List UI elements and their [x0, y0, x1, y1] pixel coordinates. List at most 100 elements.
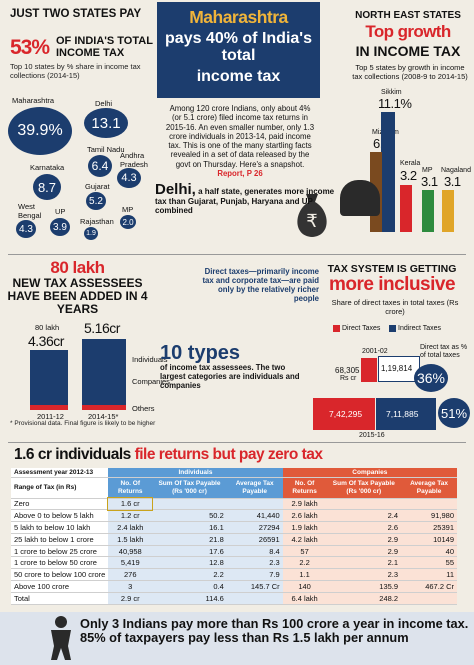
row-value-cell: 1.1 [282, 568, 327, 582]
table-row: Total 2.9 cr 114.6 6.4 lakh 248.2 [11, 592, 457, 605]
col-range: Range of Tax (in Rs) [11, 477, 109, 499]
svg-text:₹: ₹ [306, 211, 317, 232]
growth-value-kerala: 3.2 [400, 168, 417, 183]
legend-direct-swatch [333, 325, 340, 332]
table-header-row: Range of Tax (in Rs) No. Of Returns Sum … [11, 477, 457, 499]
year-2011-label: 2011-12 [37, 412, 64, 421]
table-row: Above 100 crore 3 0.4 145.7 Cr 140 135.9 467.2… [11, 580, 457, 593]
footer-line-2: 85% of taxpayers pay less than Rs 1.5 la… [80, 630, 409, 645]
direct-2001-unit: Rs cr [340, 375, 357, 382]
row-value-cell: 0.4 [152, 580, 227, 593]
direct-2015-value: 7,42,295 [329, 409, 363, 419]
row-value-cell: 248.2 [326, 592, 402, 605]
row-range-cell: Zero [11, 498, 109, 511]
report-reference: Report, P 26 [217, 169, 263, 179]
growth-value-nagaland: 3.1 [444, 174, 461, 189]
row-value-cell: 8.4 [226, 545, 283, 558]
state-label-mp: MP [122, 205, 134, 214]
row-value-cell: 140 [282, 580, 327, 593]
state-bubble-andhra-pradesh: 4.3 [117, 168, 141, 188]
row-value-cell: 2.9 [326, 545, 402, 558]
delhi-fact-text: a half state, generates more income tax … [155, 187, 335, 215]
state-label-andhra-pradesh: Andhra Pradesh [120, 151, 148, 169]
row-value-cell: 17.6 [152, 545, 227, 558]
delhi-fact: Delhi, a half state, generates more inco… [155, 182, 340, 216]
col-cmp-returns: No. Of Returns [282, 477, 327, 499]
row-value-cell: 7.9 [226, 568, 283, 582]
headline-box: Maharashtra pays 40% of India's total in… [157, 2, 320, 98]
row-value-cell: 2.6 [326, 521, 402, 534]
share-label: of India's total income tax [56, 35, 153, 59]
headline-title: Maharashtra [189, 7, 288, 27]
row-range-cell: Total [11, 592, 109, 605]
row-value-cell: 2.2 [282, 556, 327, 570]
row-value-cell: 114.6 [152, 592, 227, 605]
top-left-heading: Just two states pay [10, 8, 142, 20]
headline-body: Among 120 crore Indians, only about 4% (… [165, 104, 315, 178]
row-value-cell: 26591 [226, 533, 283, 546]
row-value-cell: 91,980 [401, 509, 457, 523]
row-value-cell: 11 [401, 568, 457, 582]
legend-indirect-swatch [389, 325, 396, 332]
provisional-note: * Provisional data. Final figure is like… [10, 420, 156, 427]
pct-2001-circle: 36% [414, 364, 448, 392]
assessees-bar-2011 [30, 350, 68, 410]
group-individuals: Individuals [108, 468, 283, 478]
growth-label-nagaland: Nagaland [441, 167, 471, 174]
col-ind-avg: Average Tax Payable [226, 477, 283, 499]
headline-panel: Maharashtra pays 40% of India's total in… [157, 0, 320, 262]
footer-banner [0, 612, 474, 665]
table-row: 1 crore to below 50 crore 5,419 12.8 2.3 2.2… [11, 556, 457, 570]
table-row: 5 lakh to below 10 lakh 2.4 lakh 16.1 27294… [11, 521, 457, 534]
increase-label: 80 lakh [35, 323, 60, 332]
indirect-2015-bar [376, 398, 436, 430]
segment-others-label: Others [132, 404, 155, 413]
row-value-cell: 3 [108, 580, 153, 593]
state-label-tamil-nadu: Tamil Nadu [87, 145, 125, 154]
state-label-up: UP [55, 207, 66, 216]
state-bubble-maharashtra: 39.9% [8, 107, 72, 155]
row-value-cell: 25391 [401, 521, 457, 534]
row-value-cell: 276 [108, 568, 153, 582]
person-icon [46, 614, 76, 660]
state-bubble-karnataka: 8.7 [33, 174, 61, 200]
row-value-cell: 12.8 [152, 556, 227, 570]
row-value-cell [401, 498, 457, 511]
section-divider-2 [8, 442, 466, 443]
assessee-types-title: 10 types [160, 342, 241, 364]
top-left-subheading: Top 10 states by % share in income tax c… [10, 62, 141, 80]
row-value-cell [226, 592, 283, 605]
segment-companies-label: Companies [132, 377, 170, 386]
assessee-types: 10 types of income tax assessees. The tw… [160, 343, 310, 390]
group-companies: Companies [282, 468, 457, 478]
state-label-west-bengal: West Bengal [18, 202, 42, 220]
tax-system-title: more inclusive [328, 274, 456, 295]
row-value-cell: 16.1 [152, 521, 227, 534]
row-value-cell: 5,419 [108, 556, 153, 570]
new-assessees-title: 80 lakh [50, 258, 105, 277]
state-label-delhi: Delhi [95, 99, 113, 108]
growth-label-sikkim: Sikkim [381, 89, 402, 96]
direct-taxes-note: Direct taxes—primarily income tax and co… [202, 267, 319, 303]
growth-label-mp: MP [422, 167, 433, 174]
growth-value-mp: 3.1 [421, 174, 438, 189]
assessees-others-2011 [30, 405, 68, 410]
row-value-cell: 2.9 lakh [282, 498, 327, 511]
row-value-cell: 2.1 [326, 556, 402, 570]
row-value-cell: 2.4 [326, 509, 402, 523]
direct-2001-value: 68,305 [335, 366, 360, 375]
row-value-cell: 6.4 lakh [282, 592, 327, 605]
row-range-cell: Above 0 to below 5 lakh [11, 509, 109, 523]
growth-bar-mp [422, 190, 434, 232]
table-row: Above 0 to below 5 lakh 1.2 cr 50.2 41,440 2… [11, 509, 457, 523]
legend-direct-label: Direct Taxes [342, 325, 381, 332]
row-value-cell: 57 [282, 545, 327, 558]
row-value-cell: 41,440 [226, 509, 283, 523]
share-percentage: 53% [10, 36, 50, 59]
row-value-cell [226, 498, 283, 511]
row-value-cell: 2.6 lakh [282, 509, 327, 523]
table-row: Zero 1.6 cr 2.9 lakh [11, 497, 457, 511]
year-2001-label: 2001-02 [362, 348, 388, 355]
delhi-fact-title: Delhi, [155, 181, 196, 198]
row-range-cell: 1 crore to below 50 crore [11, 556, 109, 570]
